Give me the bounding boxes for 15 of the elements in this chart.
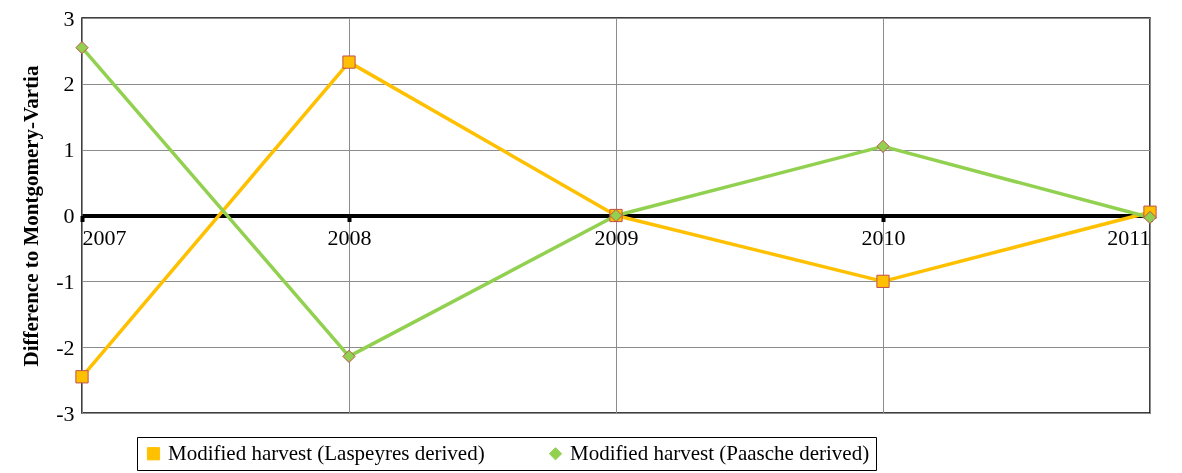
y-tick-label: -1 (56, 268, 75, 294)
y-tick-label: 2 (63, 71, 75, 97)
y-tick-label: 1 (63, 137, 75, 163)
y-tick-label: 3 (63, 5, 75, 31)
x-tick-label: 2009 (594, 225, 639, 250)
y-tick-label: 0 (63, 203, 75, 228)
x-tick-label: 2007 (82, 225, 127, 250)
x-tick-label: 2011 (1107, 225, 1151, 250)
x-tick-label: 2010 (861, 225, 906, 250)
x-tick-label: 2008 (327, 225, 372, 250)
legend-label: Modified harvest (Paasche derived) (570, 440, 870, 465)
legend-label: Modified harvest (Laspeyres derived) (168, 440, 485, 465)
y-axis-title: Difference to Montgomery-Vartia (19, 65, 44, 367)
y-tick-label: -3 (56, 400, 75, 426)
y-tick-label: -2 (56, 334, 75, 360)
